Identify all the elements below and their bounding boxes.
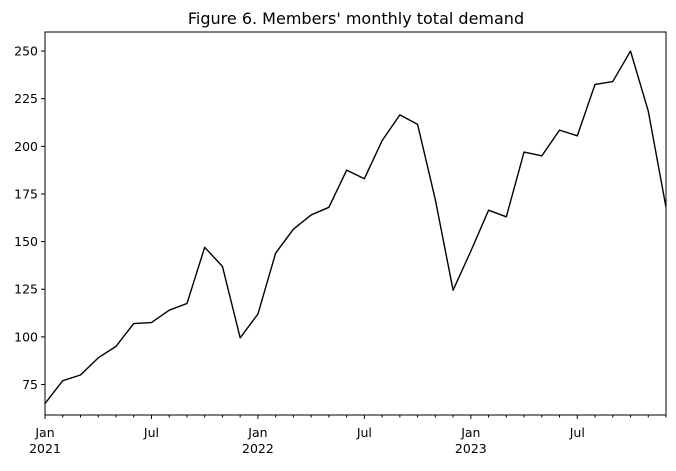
x-tick-label: Jul [143, 425, 159, 440]
x-tick-label: Jan [34, 425, 54, 440]
y-tick-label: 75 [22, 377, 38, 392]
plot-series [45, 51, 666, 404]
y-tick-label: 225 [14, 91, 38, 106]
y-tick-label: 200 [14, 139, 38, 154]
x-tick-label: Jul [569, 425, 585, 440]
x-tick-year-label: 2022 [242, 441, 274, 456]
y-tick-label: 125 [14, 282, 38, 297]
x-tick-year-label: 2021 [29, 441, 61, 456]
y-tick-label: 100 [14, 329, 38, 344]
plot-frame [45, 32, 666, 415]
x-tick-label: Jan [460, 425, 480, 440]
x-tick-year-label: 2023 [455, 441, 487, 456]
chart-title: Figure 6. Members' monthly total demand [188, 9, 524, 28]
x-tick-label: Jul [356, 425, 372, 440]
series-line [45, 51, 666, 404]
x-tick-label: Jan [247, 425, 267, 440]
y-tick-label: 250 [14, 44, 38, 59]
y-axis: 75 100 125 150 175 200 225 250 [14, 44, 45, 392]
y-tick-label: 175 [14, 186, 38, 201]
y-tick-label: 150 [14, 234, 38, 249]
